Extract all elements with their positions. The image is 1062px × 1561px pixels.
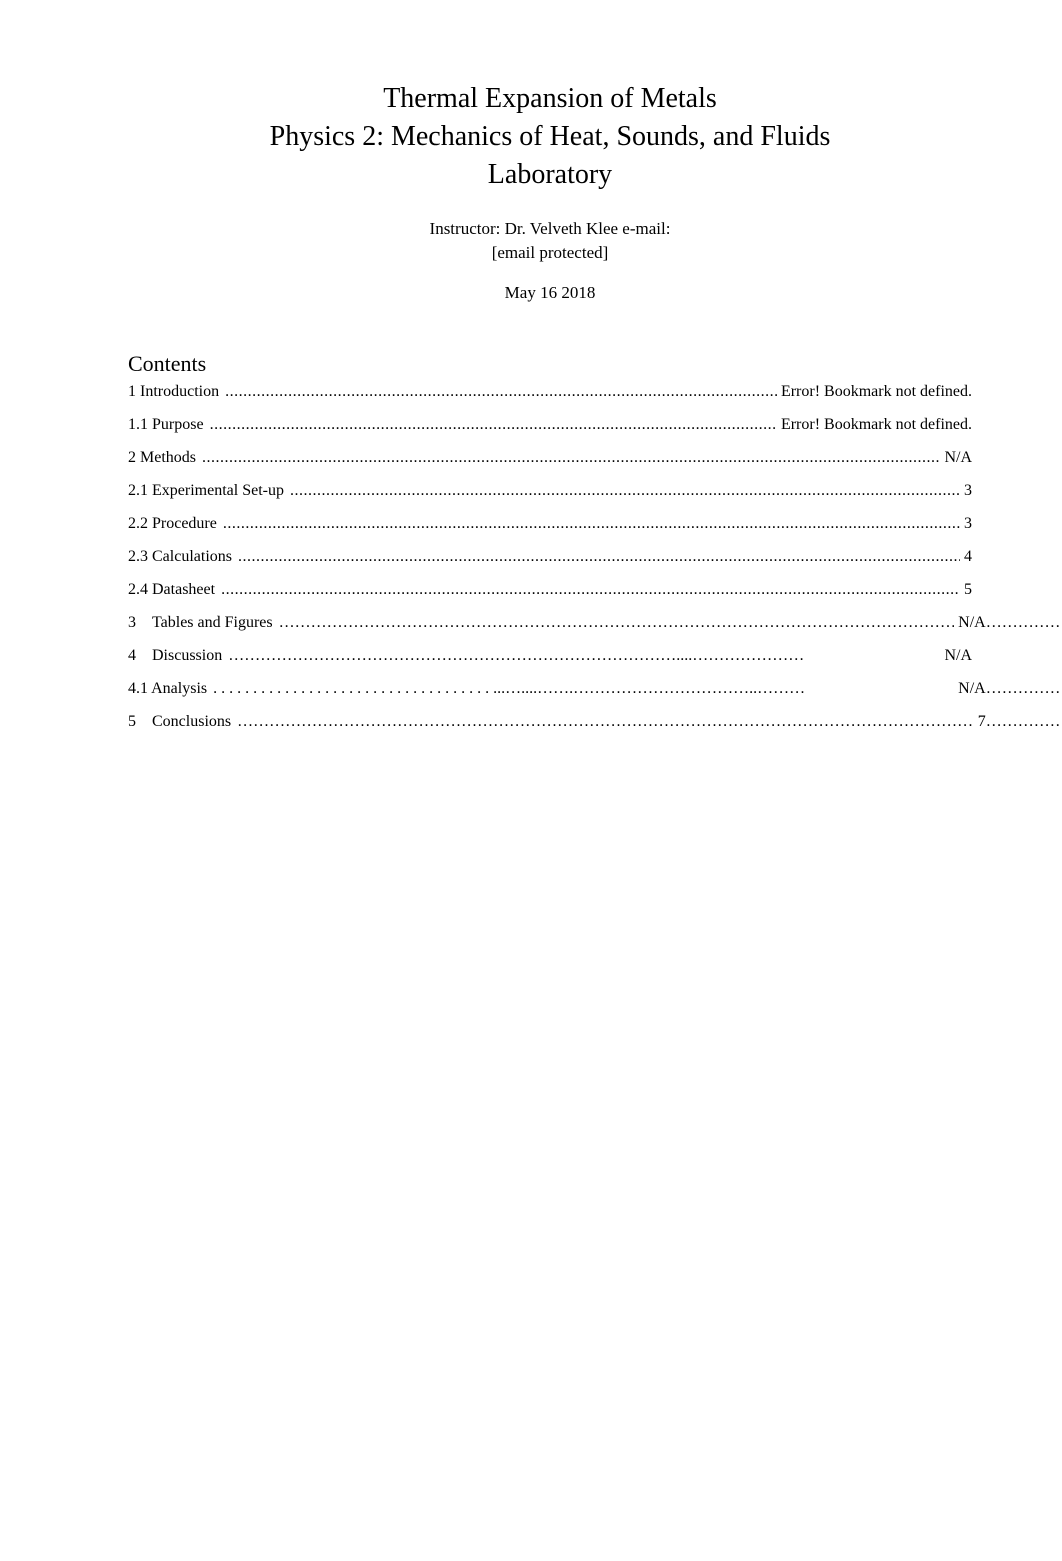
toc-leader-dots xyxy=(221,581,960,599)
toc-leader-dots xyxy=(213,680,954,698)
toc-leader-dots xyxy=(225,383,777,401)
date: May 16 2018 xyxy=(128,283,972,303)
toc-entry-page: 4 xyxy=(960,548,972,566)
toc-entry-page: N/A xyxy=(940,449,972,467)
contents-heading: Contents xyxy=(128,351,972,377)
toc-leader-dots xyxy=(238,548,960,566)
instructor-block: Instructor: Dr. Velveth Klee e-mail: [em… xyxy=(128,217,972,265)
toc-leader-dots xyxy=(279,614,955,632)
toc-row: 4.1 Analysis N/A xyxy=(128,680,1062,698)
toc-entry-label: 4.1 Analysis xyxy=(128,680,213,698)
toc-row: 3 Tables and Figures N/A xyxy=(128,614,1062,632)
toc-row: 2.3 Calculations 4 xyxy=(128,548,972,566)
table-of-contents: 1 Introduction Error! Bookmark not defin… xyxy=(128,383,972,731)
toc-trailing-dots xyxy=(986,614,1062,632)
toc-trailing-dots xyxy=(986,713,1062,731)
title-line-2: Physics 2: Mechanics of Heat, Sounds, an… xyxy=(128,118,972,156)
toc-trailing-dots xyxy=(986,680,1062,698)
toc-row: 4 Discussion N/A xyxy=(128,647,972,665)
toc-entry-page: Error! Bookmark not defined. xyxy=(777,383,972,401)
toc-row: 2.2 Procedure 3 xyxy=(128,515,972,533)
toc-entry-label: 2.4 Datasheet xyxy=(128,581,221,599)
toc-leader-dots xyxy=(202,449,940,467)
toc-leader-dots xyxy=(223,515,960,533)
toc-row: 2.1 Experimental Set-up 3 xyxy=(128,482,972,500)
toc-entry-page: 5 xyxy=(960,581,972,599)
title-line-1: Thermal Expansion of Metals xyxy=(128,80,972,118)
toc-entry-label: 2.2 Procedure xyxy=(128,515,223,533)
toc-leader-dots xyxy=(228,647,940,665)
instructor-line-2: [email protected] xyxy=(128,241,972,265)
toc-row: 2.4 Datasheet 5 xyxy=(128,581,972,599)
toc-entry-page: N/A xyxy=(954,680,986,698)
instructor-line-1: Instructor: Dr. Velveth Klee e-mail: xyxy=(128,217,972,241)
toc-entry-label: 5 Conclusions xyxy=(128,713,237,731)
toc-entry-label: 1.1 Purpose xyxy=(128,416,210,434)
toc-entry-page: 3 xyxy=(960,515,972,533)
toc-entry-page: N/A xyxy=(940,647,972,665)
toc-entry-label: 3 Tables and Figures xyxy=(128,614,279,632)
toc-row: 1 Introduction Error! Bookmark not defin… xyxy=(128,383,972,401)
toc-row: 1.1 Purpose Error! Bookmark not defined. xyxy=(128,416,972,434)
toc-leader-dots xyxy=(290,482,960,500)
toc-entry-page: Error! Bookmark not defined. xyxy=(777,416,972,434)
toc-entry-label: 2.3 Calculations xyxy=(128,548,238,566)
toc-entry-label: 4 Discussion xyxy=(128,647,228,665)
toc-entry-page: 7 xyxy=(974,713,986,731)
title-block: Thermal Expansion of Metals Physics 2: M… xyxy=(128,80,972,193)
toc-leader-dots xyxy=(237,713,974,731)
toc-leader-dots xyxy=(210,416,777,434)
toc-row: 5 Conclusions 7 xyxy=(128,713,1062,731)
toc-entry-label: 2.1 Experimental Set-up xyxy=(128,482,290,500)
toc-entry-page: N/A xyxy=(954,614,986,632)
toc-row: 2 Methods N/A xyxy=(128,449,972,467)
toc-entry-label: 2 Methods xyxy=(128,449,202,467)
toc-entry-label: 1 Introduction xyxy=(128,383,225,401)
title-line-3: Laboratory xyxy=(128,156,972,194)
toc-entry-page: 3 xyxy=(960,482,972,500)
